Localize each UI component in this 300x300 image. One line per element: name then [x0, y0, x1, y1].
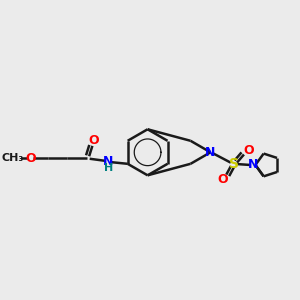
- Text: N: N: [248, 158, 258, 172]
- Text: CH₃: CH₃: [2, 153, 24, 163]
- Text: O: O: [218, 173, 229, 186]
- Text: N: N: [103, 155, 113, 168]
- Text: H: H: [104, 163, 113, 173]
- Text: S: S: [229, 157, 238, 171]
- Text: O: O: [243, 143, 254, 157]
- Text: O: O: [25, 152, 36, 165]
- Text: O: O: [88, 134, 99, 147]
- Text: N: N: [205, 146, 216, 159]
